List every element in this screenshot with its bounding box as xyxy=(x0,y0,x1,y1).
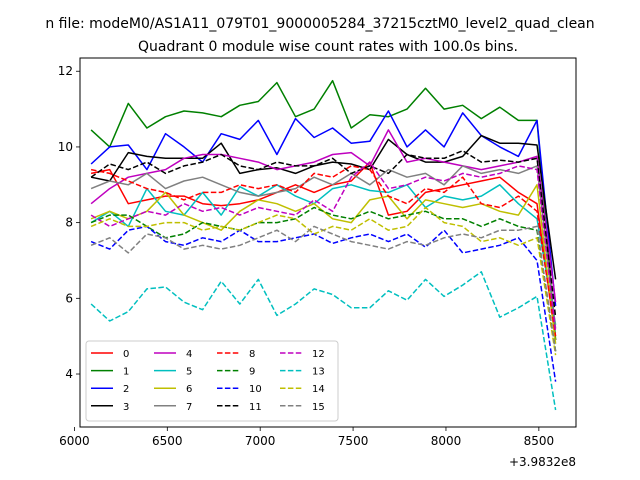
y-tick-label: 12 xyxy=(58,64,73,78)
x-tick-label: 7000 xyxy=(245,434,276,448)
series-line-6 xyxy=(90,184,557,344)
legend-label-0: 0 xyxy=(123,349,129,360)
legend-label-6: 6 xyxy=(186,384,192,395)
x-tick-label: 8500 xyxy=(524,434,555,448)
legend-label-14: 14 xyxy=(312,384,325,395)
axes-frame xyxy=(79,57,577,428)
y-tick-label: 6 xyxy=(65,291,73,305)
legend-label-7: 7 xyxy=(186,402,192,413)
y-tick-label: 8 xyxy=(65,216,73,230)
x-tick-label: 8000 xyxy=(431,434,462,448)
series-line-2 xyxy=(90,110,557,306)
legend-label-12: 12 xyxy=(312,349,325,360)
x-offset-label: +3.9832e8 xyxy=(509,455,576,469)
figure-suptitle: n file: modeM0/AS1A11_079T01_9000005284_… xyxy=(45,16,594,32)
legend-label-3: 3 xyxy=(123,402,129,413)
legend-label-2: 2 xyxy=(123,384,129,395)
legend-label-9: 9 xyxy=(249,367,255,378)
legend-label-11: 11 xyxy=(249,402,262,413)
legend-label-5: 5 xyxy=(186,367,192,378)
x-tick-label: 7500 xyxy=(338,434,369,448)
series-line-0 xyxy=(90,161,557,341)
legend-label-13: 13 xyxy=(312,367,325,378)
series-line-3 xyxy=(90,134,557,280)
legend-label-15: 15 xyxy=(312,402,325,413)
series-line-5 xyxy=(90,184,557,325)
series-line-4 xyxy=(90,129,557,303)
series-line-11 xyxy=(90,149,557,318)
legend-label-1: 1 xyxy=(123,367,129,378)
series-line-9 xyxy=(90,206,557,352)
y-axis: 4 6 8 10 12 xyxy=(58,64,80,381)
x-axis: 6000 6500 7000 7500 8000 8500 xyxy=(59,427,554,448)
series-line-12 xyxy=(90,161,557,333)
legend-label-10: 10 xyxy=(249,384,262,395)
x-tick-label: 6500 xyxy=(152,434,183,448)
series-line-10 xyxy=(90,225,557,382)
plot-area xyxy=(79,57,577,428)
series-layer xyxy=(90,79,557,411)
y-tick-label: 10 xyxy=(58,140,73,154)
series-line-15 xyxy=(90,225,557,352)
series-line-13 xyxy=(90,271,557,411)
series-line-8 xyxy=(90,165,557,337)
y-tick-label: 4 xyxy=(65,367,73,381)
legend-label-8: 8 xyxy=(249,349,255,360)
legend-label-4: 4 xyxy=(186,349,192,360)
x-tick-label: 6000 xyxy=(59,434,90,448)
chart-title: Quadrant 0 module wise count rates with … xyxy=(138,39,518,55)
series-line-1 xyxy=(90,79,557,341)
series-line-7 xyxy=(90,165,557,329)
legend-box xyxy=(85,340,339,422)
